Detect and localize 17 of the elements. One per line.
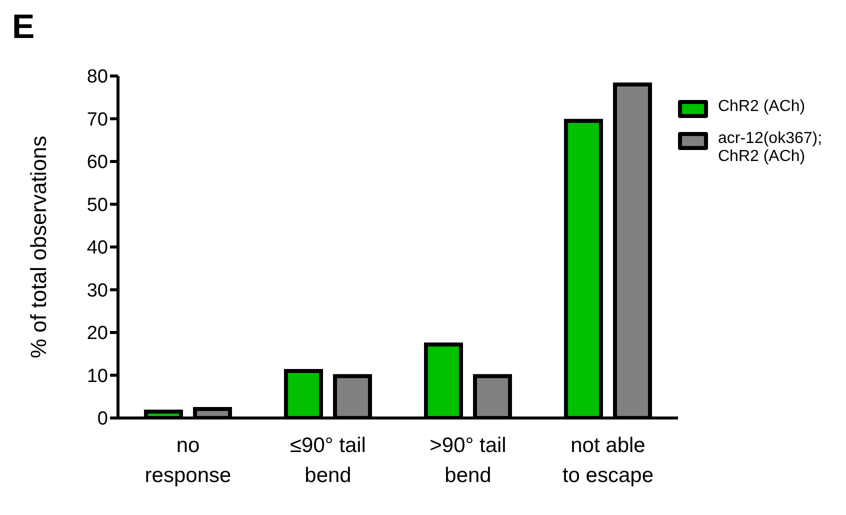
y-tick-label: 30 [86, 280, 108, 302]
y-tick-label: 40 [86, 238, 108, 259]
y-axis-title: % of total observations [26, 136, 51, 358]
y-tick-label: 60 [86, 152, 108, 174]
x-tick-label: no response [144, 434, 232, 487]
y-tick-label: 50 [86, 194, 108, 216]
x-tick-label: not able to escape [562, 434, 654, 487]
y-tick-label: 20 [86, 323, 108, 344]
legend-label: acr-12(ok367); ChR2 (ACh) [718, 130, 824, 166]
chart-title: E [12, 8, 35, 47]
y-tick-label: 10 [86, 366, 108, 387]
x-tick-label: >90° tail bend [430, 434, 506, 487]
x-tick-label: ≤90° tail bend [290, 434, 366, 487]
y-tick-label: 70 [86, 109, 108, 130]
y-tick-label: 0 [97, 408, 108, 430]
y-tick-label: 80 [86, 66, 108, 88]
legend-label: ChR2 (ACh) [718, 98, 806, 116]
